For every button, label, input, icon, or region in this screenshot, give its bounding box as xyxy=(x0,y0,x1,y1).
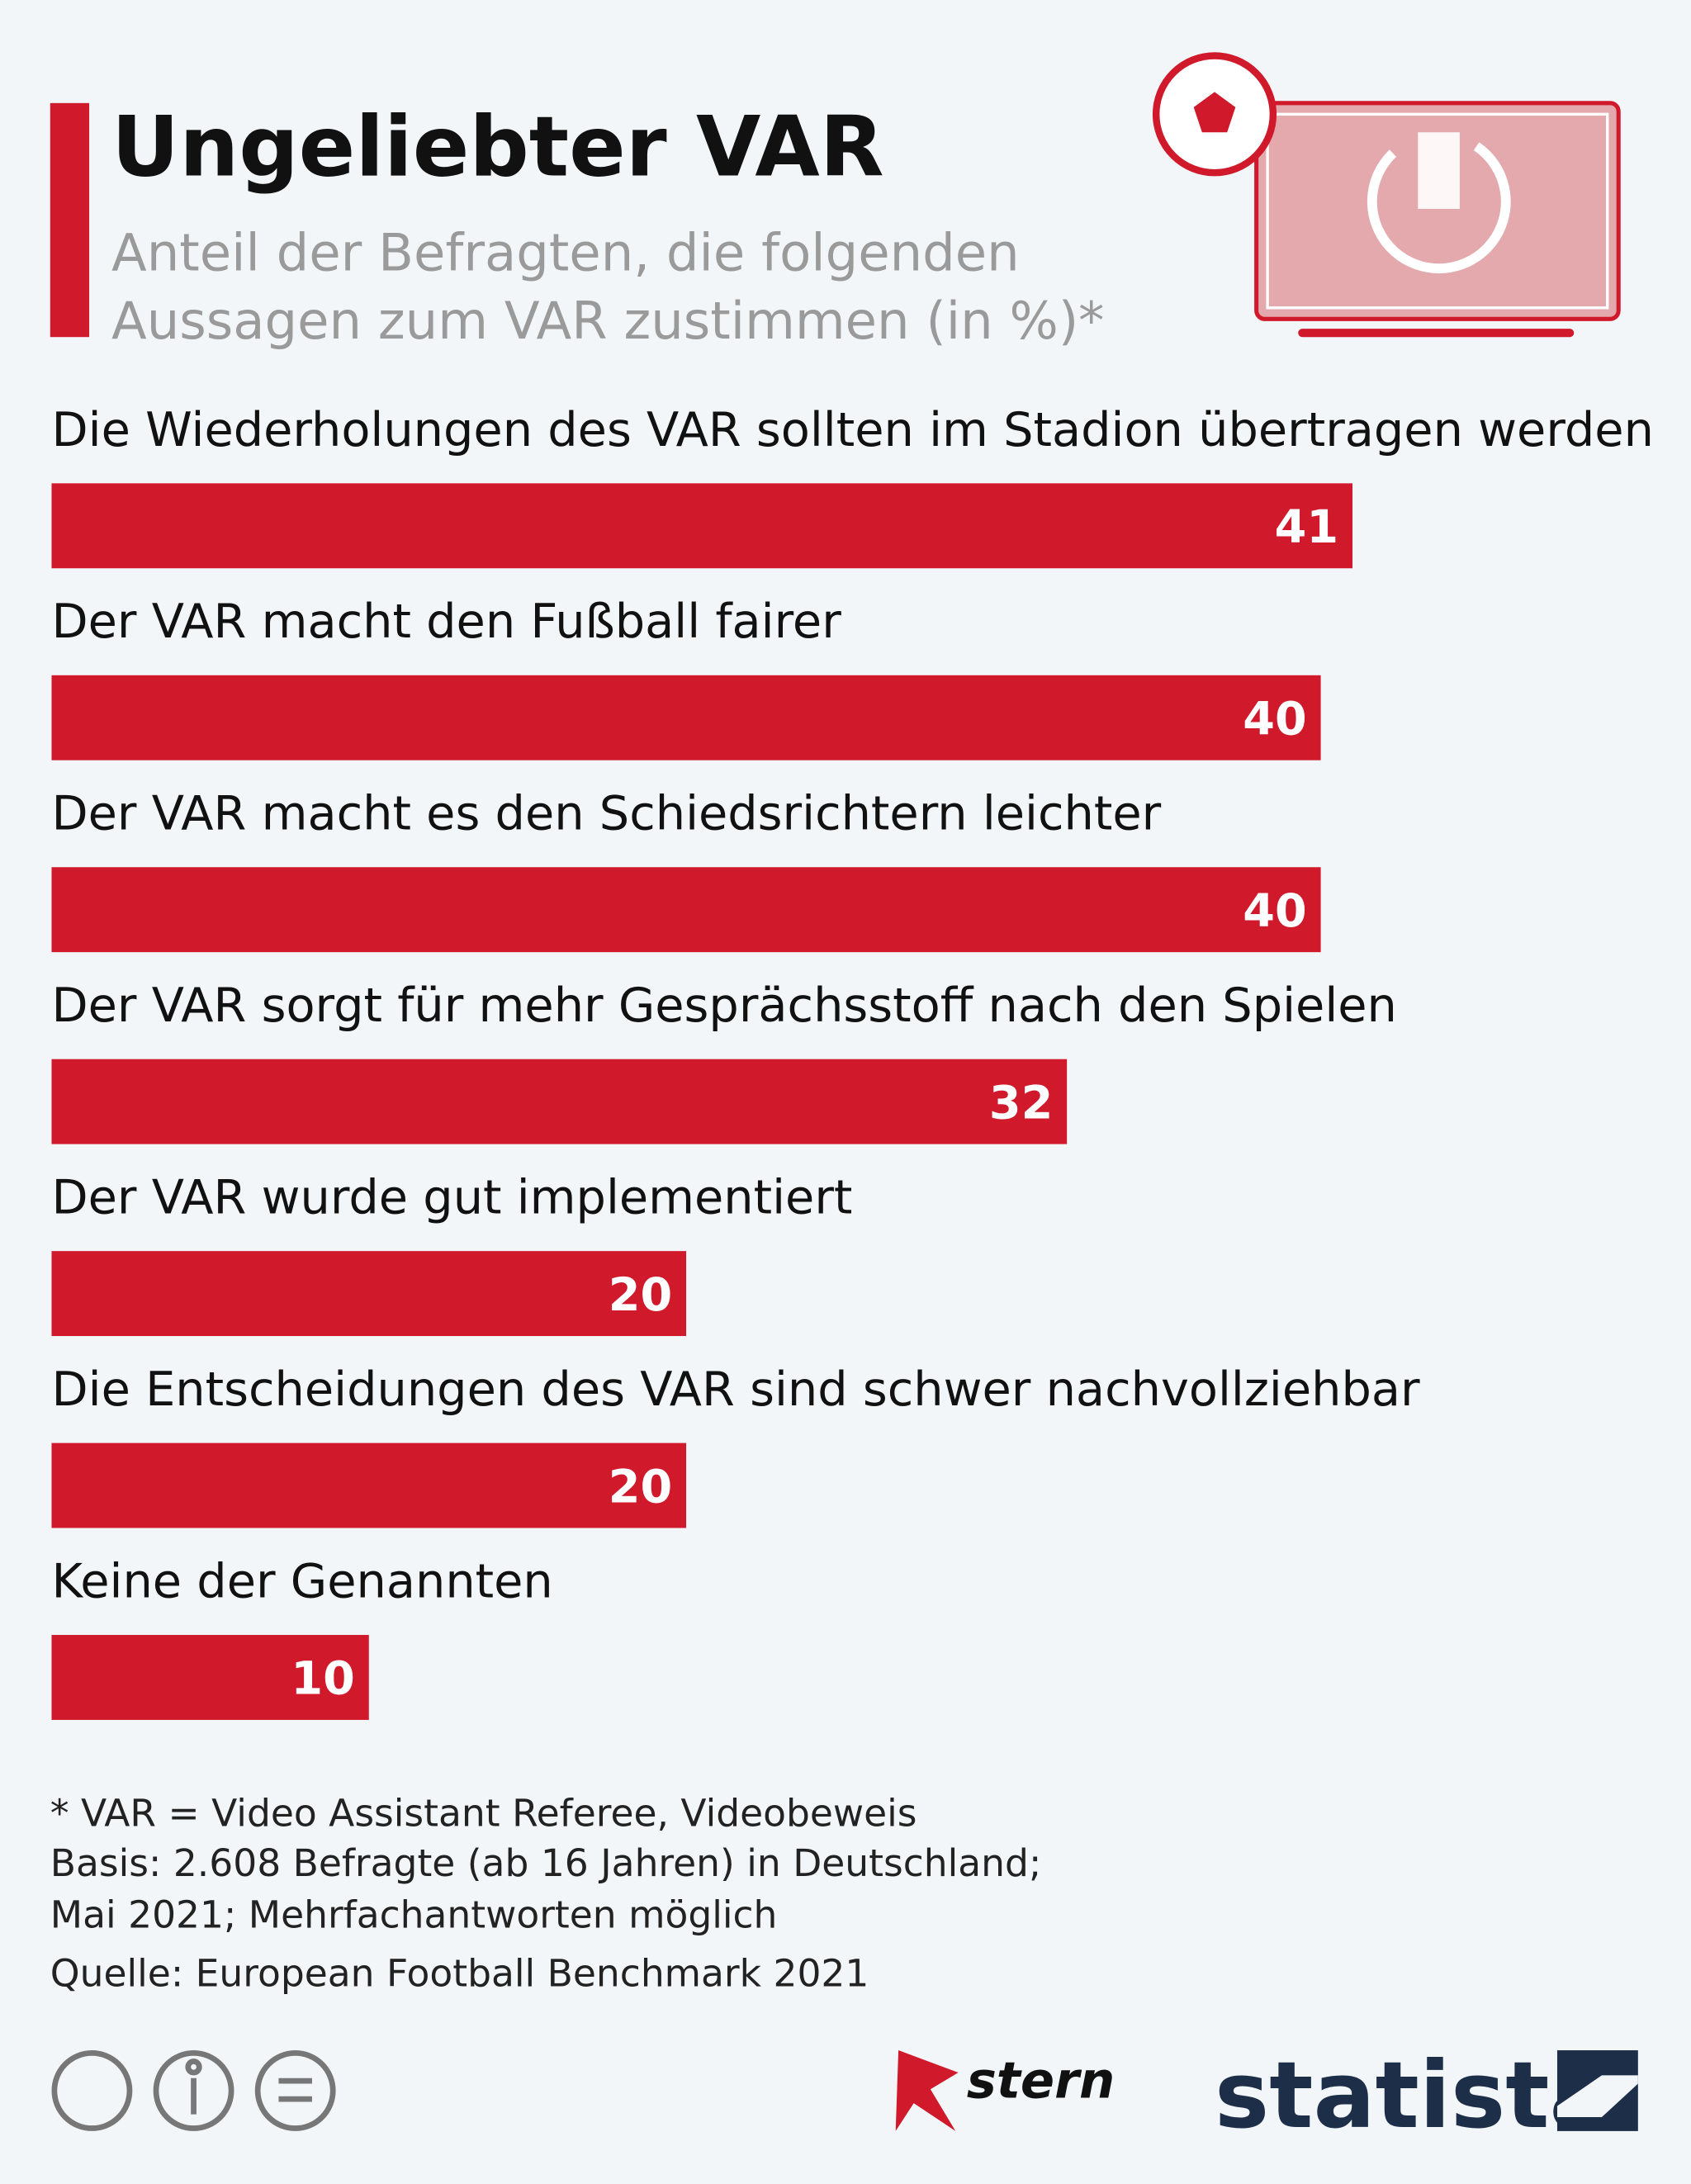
source: Quelle: European Football Benchmark 2021 xyxy=(50,1951,869,1995)
footnote: Mai 2021; Mehrfachantworten möglich xyxy=(50,1893,778,1937)
logo: stern xyxy=(967,2052,1115,2110)
category-label: Die Entscheidungen des VAR sind schwer n… xyxy=(51,1362,1420,1417)
category-label: Keine der Genannten xyxy=(51,1553,552,1608)
illustration xyxy=(1152,52,1621,338)
footnote: Basis: 2.608 Befragte (ab 16 Jahren) in … xyxy=(50,1841,1042,1885)
bar xyxy=(51,1635,369,1720)
subtitle: Anteil der Befragten, die folgenden xyxy=(111,222,1020,282)
value-label: 40 xyxy=(1243,692,1306,746)
bar xyxy=(51,1251,687,1337)
value-label: 20 xyxy=(609,1460,672,1514)
category-label: Der VAR macht es den Schiedsrichtern lei… xyxy=(51,786,1161,841)
logo: statista xyxy=(1215,2043,1612,2149)
stern-icon xyxy=(895,2050,959,2131)
statista-icon xyxy=(1556,2050,1638,2131)
bar xyxy=(51,675,1321,760)
bar xyxy=(51,1443,687,1528)
value-label: 20 xyxy=(609,1268,672,1322)
category-label: Der VAR sorgt für mehr Gesprächsstoff na… xyxy=(51,978,1396,1033)
value-label: 32 xyxy=(989,1076,1053,1130)
title-accent xyxy=(50,102,90,338)
license-icons xyxy=(51,2050,336,2131)
value-label: 10 xyxy=(291,1652,354,1706)
category-label: Der VAR macht den Fußball fairer xyxy=(51,594,841,649)
bar xyxy=(51,867,1321,953)
category-label: Der VAR wurde gut implementiert xyxy=(51,1170,852,1225)
chart-title: Ungeliebter VAR xyxy=(111,98,884,196)
value-label: 41 xyxy=(1275,500,1338,554)
subtitle: Aussagen zum VAR zustimmen (in %)* xyxy=(111,291,1104,351)
value-label: 40 xyxy=(1243,884,1306,938)
bar xyxy=(51,1059,1068,1144)
bar xyxy=(51,483,1353,569)
footnote: * VAR = Video Assistant Referee, Videobe… xyxy=(50,1791,917,1835)
category-label: Die Wiederholungen des VAR sollten im St… xyxy=(51,402,1653,457)
